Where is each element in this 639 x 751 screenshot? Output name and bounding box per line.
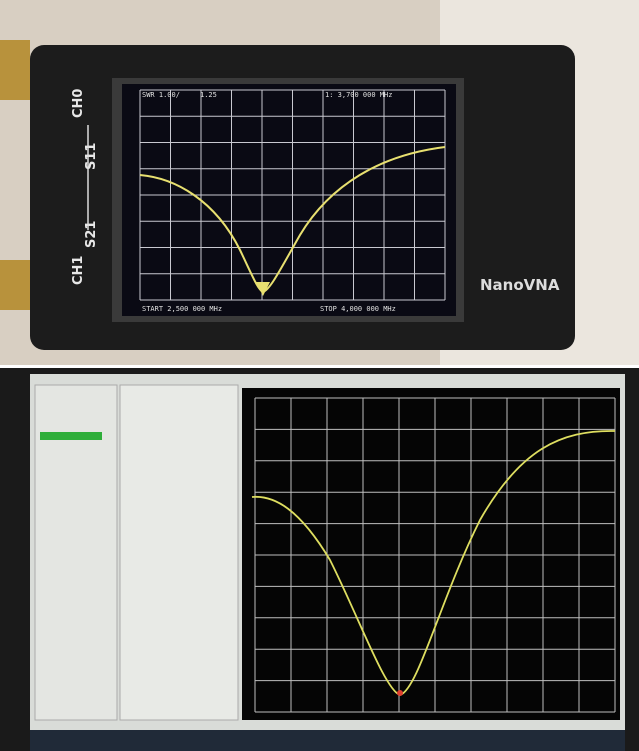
sma-connector — [0, 40, 30, 100]
port-label: S21 — [84, 221, 99, 248]
stop-frequency: STOP 4,000 000 MHz — [320, 305, 396, 313]
port-label: CH1 — [71, 256, 86, 285]
trace-format: SWR 1.00/ — [142, 91, 180, 99]
taskbar — [30, 730, 625, 751]
sma-connector — [0, 260, 30, 310]
marker — [397, 690, 403, 696]
photo-composite: CH0 S11 S21 CH1 NanoVNA SWR 1.00/ 1.25 1… — [0, 0, 639, 751]
brand: NanoVNA — [480, 276, 560, 294]
port-label: S11 — [84, 143, 99, 170]
start-frequency: START 2,500 000 MHz — [142, 305, 222, 313]
info-panel — [120, 385, 238, 720]
marker-frequency: 1: 3,700 000 MHz — [325, 91, 392, 99]
progress-bar — [40, 432, 102, 440]
trace-value: 1.25 — [200, 91, 217, 99]
screen — [122, 84, 456, 316]
port-label: CH0 — [71, 89, 86, 118]
